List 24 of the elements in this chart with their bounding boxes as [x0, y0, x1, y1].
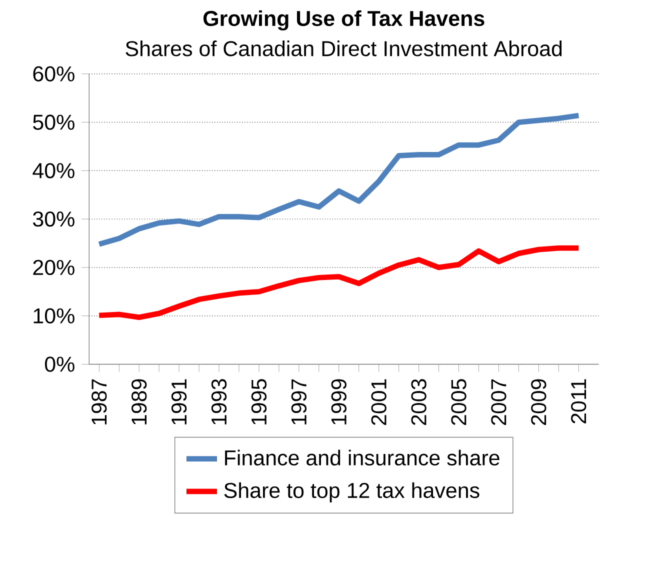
y-tick-label: 50%	[33, 114, 74, 130]
y-tick-label: 30%	[32, 212, 74, 227]
x-tick-label: 1987	[92, 380, 107, 425]
x-tick-label: 2011	[571, 379, 586, 424]
x-tick-label: 2005	[451, 379, 466, 426]
y-tick-label: 10%	[34, 308, 74, 324]
x-tick-label: 1999	[331, 379, 346, 425]
x-tick-label: 2009	[531, 379, 546, 426]
x-tick-label: 1997	[291, 380, 307, 425]
y-tick-label: 60%	[33, 66, 74, 82]
x-tick-label: 1989	[132, 379, 147, 425]
x-tick-label: 1995	[251, 379, 267, 425]
x-tick-label: 2003	[411, 379, 426, 426]
legend-label: Finance and insurance share	[225, 450, 500, 466]
y-tick-label: 0%	[44, 356, 74, 372]
x-tick-label: 1993	[211, 379, 227, 425]
legend-label: Share to top 12 tax havens	[224, 482, 480, 503]
x-tick-label: 2007	[491, 380, 506, 426]
x-tick-label: 1991	[171, 379, 187, 425]
y-tick-label: 20%	[33, 260, 74, 276]
chart-subtitle: Shares of Canadian Direct Investment Abroad	[126, 40, 562, 56]
x-tick-label: 2001	[371, 379, 386, 426]
chart-title: Growing Use of Tax Havens	[203, 10, 484, 31]
y-tick-label: 40%	[32, 163, 74, 178]
